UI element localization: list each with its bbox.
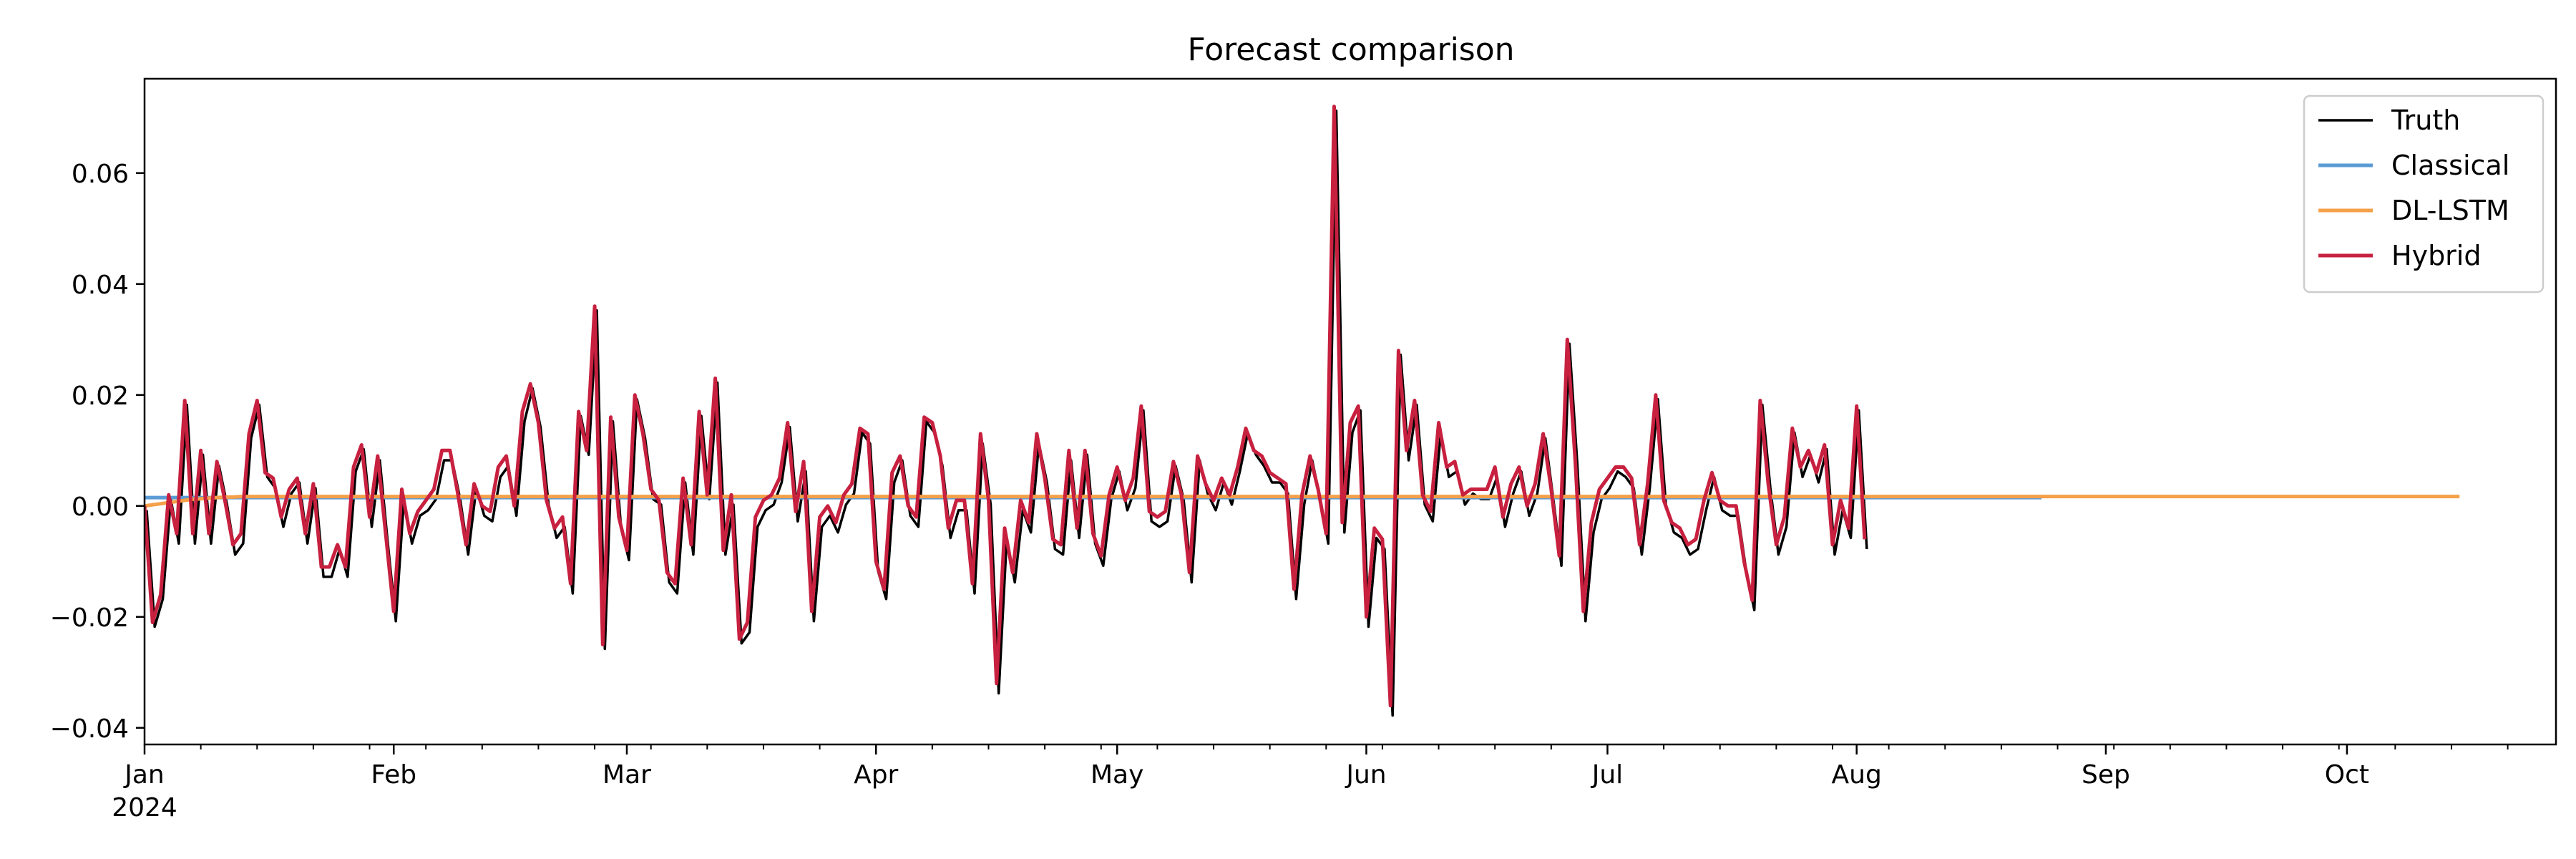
x-tick-label: Jul — [1591, 760, 1623, 790]
x-tick-label: Sep — [2082, 760, 2130, 790]
chart-title: Forecast comparison — [1187, 31, 1514, 68]
x-tick-label: Mar — [602, 760, 651, 790]
x-tick-label: Oct — [2325, 760, 2369, 790]
x-tick-label: Apr — [854, 760, 898, 790]
legend-label-truth: Truth — [2391, 105, 2460, 136]
legend: Truth Classical DL-LSTM Hybrid — [2303, 94, 2545, 293]
plot-area — [145, 105, 2460, 717]
x-tick-label: Jan — [123, 760, 165, 790]
x-tick-label: Feb — [371, 760, 416, 790]
axes: −0.04 −0.02 0.00 0.02 0.04 0.06 Jan 2024 Feb Mar A… — [50, 77, 2557, 822]
y-tick-label: −0.04 — [50, 714, 129, 744]
axes-frame — [143, 77, 2557, 746]
x-tick-label: Aug — [1832, 760, 1882, 790]
series-line-hybrid — [145, 105, 1867, 708]
legend-box — [2303, 94, 2545, 293]
legend-label-dl-lstm: DL-LSTM — [2391, 195, 2509, 226]
x-tick-label: May — [1091, 760, 1143, 790]
y-tick-label: 0.04 — [72, 271, 129, 300]
x-tick-sublabel: 2024 — [112, 793, 177, 822]
legend-label-classical: Classical — [2391, 150, 2509, 181]
y-tick-label: 0.00 — [72, 492, 129, 522]
y-tick-label: −0.02 — [50, 603, 129, 633]
y-tick-label: 0.06 — [72, 160, 129, 189]
x-tick-label: Jun — [1345, 760, 1386, 790]
legend-label-hybrid: Hybrid — [2391, 240, 2482, 271]
y-tick-label: 0.02 — [72, 382, 129, 411]
series-lines — [145, 105, 2460, 717]
